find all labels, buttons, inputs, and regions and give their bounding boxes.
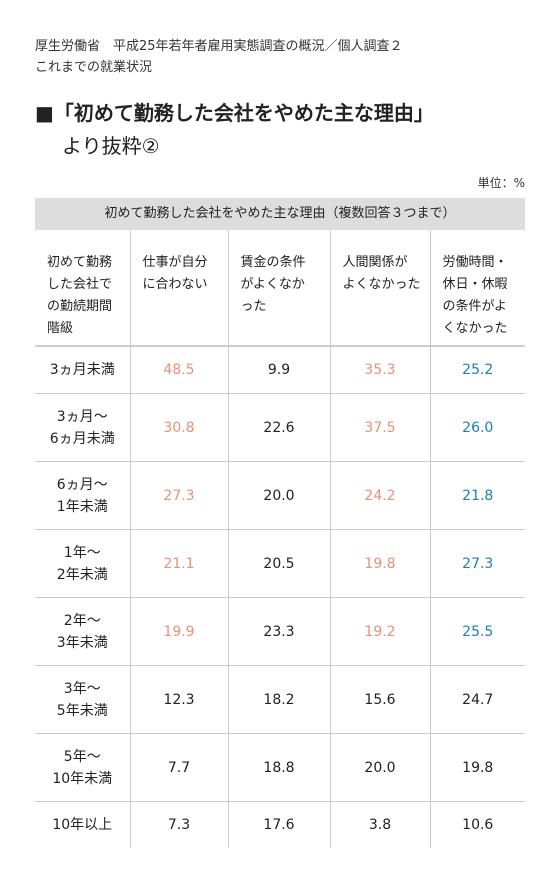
cell: 18.8 bbox=[227, 733, 330, 802]
text-line: 階級 bbox=[47, 321, 74, 336]
cell: 18.2 bbox=[227, 665, 330, 734]
cell: 7.7 bbox=[129, 733, 228, 802]
cell: 24.7 bbox=[429, 665, 525, 734]
text-line: 2年未満 bbox=[56, 566, 108, 583]
text-line: 10年以上 bbox=[52, 817, 113, 833]
cell: 17.6 bbox=[227, 801, 330, 848]
table-body: 3ヵ月未満 48.5 9.9 35.3 25.2 3ヵ月～ 6ヵ月未満 30.8 22.6 37.… bbox=[35, 346, 525, 848]
source-line: これまでの就業状況 bbox=[35, 60, 153, 75]
table-row: 10年以上 7.3 17.6 3.8 10.6 bbox=[35, 801, 525, 849]
header-row: 初めて勤務 した会社で の勤続期間 階級 仕事が自分 に合わない 賃金の条件 がよくなか った人… bbox=[35, 230, 525, 347]
text-line: の条件がよ bbox=[442, 299, 507, 314]
row-label: 3ヵ月未満 bbox=[35, 346, 130, 394]
text-line: 1年～ bbox=[63, 544, 101, 561]
cell: 22.6 bbox=[227, 393, 330, 462]
cell: 21.1 bbox=[129, 529, 228, 598]
text-line: くなかった bbox=[442, 321, 508, 336]
unit: 単位：% bbox=[477, 176, 525, 190]
text-line: よくなかった bbox=[342, 277, 421, 292]
table-row: 6ヵ月～ 1年未満 27.3 20.0 24.2 21.8 bbox=[35, 461, 525, 530]
text-line: 労働時間・ bbox=[442, 255, 508, 270]
table-row: 1年～ 2年未満 21.1 20.5 19.8 27.3 bbox=[35, 529, 525, 598]
cell: 7.3 bbox=[129, 801, 228, 848]
row-label: 3年～ 5年未満 bbox=[35, 665, 130, 734]
text-line: 3年未満 bbox=[56, 634, 108, 651]
cell: 24.2 bbox=[329, 461, 430, 530]
row-label: 5年～ 10年未満 bbox=[35, 733, 130, 802]
cell: 27.3 bbox=[129, 461, 228, 530]
cell: 19.8 bbox=[329, 529, 430, 598]
cell: 10.6 bbox=[429, 801, 525, 848]
cell: 37.5 bbox=[329, 393, 430, 462]
text-line: 6ヵ月～ bbox=[56, 476, 108, 493]
text-line: 3ヵ月未満 bbox=[49, 362, 115, 378]
table-caption: 初めて勤務した会社をやめた主な理由（複数回答３つまで） bbox=[35, 198, 525, 230]
cell: 19.9 bbox=[129, 597, 228, 666]
table-row: 5年～ 10年未満 7.7 18.8 20.0 19.8 bbox=[35, 733, 525, 802]
row-label: 1年～ 2年未満 bbox=[35, 529, 130, 598]
text-line: 休日・休暇 bbox=[442, 277, 508, 292]
text-line: に合わない bbox=[142, 277, 208, 292]
cell: 21.8 bbox=[429, 461, 525, 530]
text-line: がよくなか bbox=[240, 277, 305, 292]
table-row: 3年～ 5年未満 12.3 18.2 15.6 24.7 bbox=[35, 665, 525, 734]
row-label: 3ヵ月～ 6ヵ月未満 bbox=[35, 393, 130, 462]
cell: 19.8 bbox=[429, 733, 525, 802]
row-label: 10年以上 bbox=[35, 802, 130, 849]
cell: 25.2 bbox=[429, 346, 525, 394]
text-line: 1年未満 bbox=[56, 498, 108, 515]
cell: 48.5 bbox=[129, 346, 228, 394]
column-header: 初めて勤務した会社での勤続期間階級 bbox=[35, 230, 130, 347]
table-head: 初めて勤務 した会社で の勤続期間 階級 仕事が自分 に合わない 賃金の条件 がよくなか った人… bbox=[35, 230, 525, 347]
column-header: 人間関係がよくなかった bbox=[329, 230, 430, 347]
title: ■「初めて勤務した会社をやめた主な理由」 bbox=[35, 101, 434, 125]
source-line: 厚生労働省 平成25年若年者雇用実態調査の概況／個人調査２ bbox=[35, 39, 403, 54]
cell: 20.5 bbox=[227, 529, 330, 598]
cell: 26.0 bbox=[429, 393, 525, 462]
column-header: 労働時間・休日・休暇の条件がよくなかった bbox=[429, 230, 525, 347]
cell: 23.3 bbox=[227, 597, 330, 666]
cell: 27.3 bbox=[429, 529, 525, 598]
table: 初めて勤務 した会社で の勤続期間 階級 仕事が自分 に合わない 賃金の条件 がよくなか った人… bbox=[35, 230, 525, 848]
cell: 25.5 bbox=[429, 597, 525, 666]
column-header: 仕事が自分に合わない bbox=[129, 230, 228, 347]
text-line: 6ヵ月未満 bbox=[49, 430, 115, 447]
text-line: 2年～ bbox=[63, 612, 101, 629]
cell: 20.0 bbox=[227, 461, 330, 530]
text-line: の勤続期間 bbox=[47, 299, 113, 314]
row-label: 2年～ 3年未満 bbox=[35, 597, 130, 666]
text-line: 3年～ bbox=[63, 680, 101, 697]
table-row: 2年～ 3年未満 19.9 23.3 19.2 25.5 bbox=[35, 597, 525, 666]
cell: 15.6 bbox=[329, 665, 430, 734]
cell: 19.2 bbox=[329, 597, 430, 666]
cell: 3.8 bbox=[329, 801, 430, 848]
table-row: 3ヵ月～ 6ヵ月未満 30.8 22.6 37.5 26.0 bbox=[35, 393, 525, 462]
text-line: った bbox=[240, 299, 267, 314]
cell: 30.8 bbox=[129, 393, 228, 462]
text-line: 5年未満 bbox=[56, 702, 108, 719]
text-line: 初めて勤務 bbox=[47, 255, 113, 270]
row-label: 6ヵ月～ 1年未満 bbox=[35, 461, 130, 530]
text-line: 賃金の条件 bbox=[240, 255, 306, 270]
cell: 9.9 bbox=[227, 346, 330, 394]
column-header: 賃金の条件がよくなかった bbox=[227, 230, 330, 347]
table-row: 3ヵ月未満 48.5 9.9 35.3 25.2 bbox=[35, 346, 525, 394]
cell: 12.3 bbox=[129, 665, 228, 734]
text-line: 3ヵ月～ bbox=[56, 408, 108, 425]
cell: 35.3 bbox=[329, 346, 430, 394]
text-line: 仕事が自分 bbox=[142, 255, 208, 270]
text-line: 5年～ bbox=[63, 748, 101, 765]
text-line: 人間関係が bbox=[342, 255, 408, 270]
title-line2: より抜粋② bbox=[62, 134, 160, 158]
cell: 20.0 bbox=[329, 733, 430, 802]
text-line: した会社で bbox=[47, 277, 113, 292]
source: 厚生労働省 平成25年若年者雇用実態調査の概況／個人調査２ これまでの就業状況 bbox=[35, 36, 403, 78]
text-line: 10年未満 bbox=[52, 770, 113, 787]
